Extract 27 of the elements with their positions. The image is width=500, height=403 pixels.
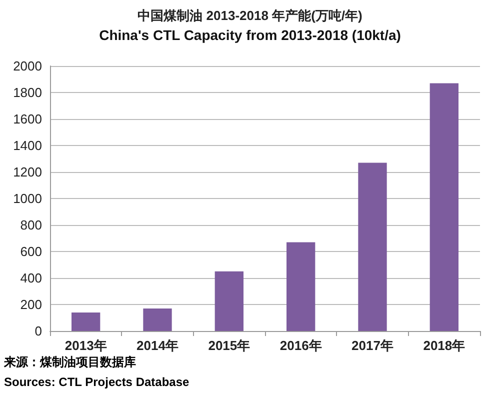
source-note: Sources: CTL Projects Database xyxy=(4,375,190,389)
y-tick-label: 200 xyxy=(20,297,42,312)
bar xyxy=(286,242,316,331)
source-note: 来源：煤制油项目数据库 xyxy=(3,355,136,369)
x-tick-label: 2014年 xyxy=(136,338,178,353)
x-tick-label: 2016年 xyxy=(280,338,322,353)
bar xyxy=(358,162,387,331)
y-tick-label: 600 xyxy=(20,244,42,259)
y-tick-label: 2000 xyxy=(13,58,42,74)
y-tick-label: 400 xyxy=(20,270,42,286)
y-tick-label: 1400 xyxy=(13,138,42,153)
y-tick-label: 1600 xyxy=(13,112,42,126)
x-tick-label: 2017年 xyxy=(352,338,394,353)
bar xyxy=(143,308,172,331)
bar xyxy=(214,271,244,331)
x-tick-label: 2018年 xyxy=(423,338,466,353)
chart-title: 中国煤制油 2013-2018 年产能(万吨/年) xyxy=(138,8,362,23)
bar xyxy=(430,83,458,331)
y-tick-label: 1200 xyxy=(13,164,42,180)
bar xyxy=(72,312,100,331)
y-tick-label: 800 xyxy=(20,218,42,232)
x-tick-label: 2013年 xyxy=(64,338,107,353)
y-tick-label: 1800 xyxy=(13,85,42,100)
x-tick-label: 2015年 xyxy=(208,338,250,353)
y-tick-label: 1000 xyxy=(13,191,42,206)
chart-subtitle: China's CTL Capacity from 2013-2018 (10kt/a) xyxy=(99,27,401,43)
y-tick-label: 0 xyxy=(34,324,42,338)
